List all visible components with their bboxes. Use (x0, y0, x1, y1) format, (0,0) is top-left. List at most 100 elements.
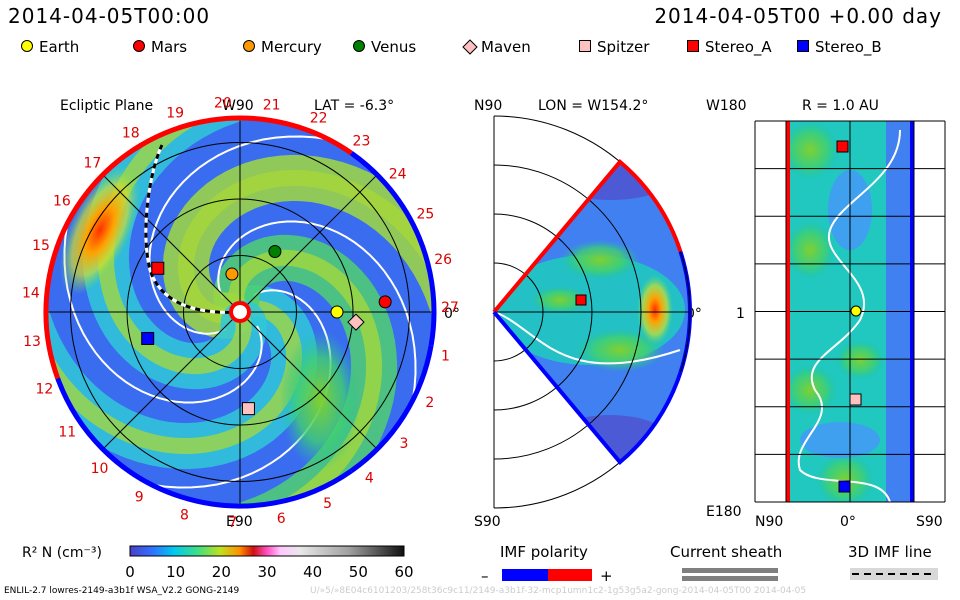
sphere-xtick-0: 0° (840, 514, 856, 530)
legend-item-label: Mercury (261, 38, 322, 56)
rotation-label: 10 (91, 461, 109, 477)
rotation-label: 15 (32, 238, 50, 254)
sphere-frame (785, 120, 915, 503)
circle-marker-icon (353, 40, 365, 52)
colorbar-tick-label: 20 (212, 563, 231, 581)
polarity-rim-arc (349, 151, 437, 347)
rotation-label: 18 (122, 126, 140, 142)
meridional-edge-south (492, 310, 683, 465)
legend-item-label: Maven (481, 38, 531, 56)
body-marker-mars (378, 295, 392, 309)
legend-item-spitzer: Spitzer (578, 38, 649, 56)
legend-item-earth: Earth (20, 38, 79, 56)
square-marker-icon (687, 40, 699, 52)
ecliptic-imf-line-dash (144, 144, 241, 314)
legend-item-label: Venus (371, 38, 417, 56)
density-arm-core (46, 300, 303, 455)
colorbar-tick-label: 40 (303, 563, 322, 581)
imf-polarity-legend: IMF polarity – + (481, 543, 613, 585)
legend-item-venus: Venus (352, 38, 416, 56)
body-marker-stereo-a (151, 261, 165, 275)
polarity-rim-arc (85, 115, 353, 195)
sphere-grid (754, 120, 946, 503)
rotation-label: 26 (434, 252, 452, 268)
rotation-label: 27 (441, 300, 459, 316)
colorbar-label: R² N (cm⁻³) (22, 545, 102, 561)
colorbar-tick-label: 60 (394, 563, 413, 581)
rotation-label: 22 (310, 110, 328, 126)
polarity-rim-arc (43, 191, 90, 380)
rotation-label: 21 (263, 97, 281, 113)
sphere-title: R = 1.0 AU (802, 98, 879, 114)
meridional-grid (493, 115, 692, 509)
rotation-label: 12 (35, 381, 53, 397)
legend-item-mercury: Mercury (242, 38, 322, 56)
rotation-label: 4 (365, 470, 374, 486)
grid-spoke (102, 174, 241, 313)
ecliptic-panel: Ecliptic Plane W90 LAT = -6.3° E90 0° 19… (22, 96, 460, 531)
ecliptic-bottom-label: E90 (226, 514, 253, 530)
ecliptic-rim (43, 115, 437, 509)
rotation-label: 8 (180, 508, 189, 524)
ecliptic-title: Ecliptic Plane (60, 98, 153, 114)
imf-polarity-minus: – (481, 567, 489, 585)
rotation-label: 20 (214, 96, 232, 112)
sphere-xtick-n90: N90 (755, 514, 783, 530)
meridional-panel: N90 LON = W154.2° S90 0° (474, 98, 702, 530)
ecliptic-top-label: W90 (222, 98, 254, 114)
legend-item-label: Stereo_B (815, 38, 882, 56)
sphere-stereo-b-marker (838, 480, 851, 493)
legend-item-label: Spitzer (597, 38, 650, 56)
rotation-label: 2 (425, 395, 434, 411)
rotation-label: 14 (22, 285, 40, 301)
current-sheath-swatch-top (682, 568, 778, 573)
legend-item-label: Earth (39, 38, 80, 56)
grid-spoke (239, 311, 378, 450)
rotation-label: 6 (277, 511, 286, 527)
colorbar: R² N (cm⁻³) 0 10 20 30 40 50 60 (22, 545, 414, 581)
sphere-top-label: W180 (706, 98, 747, 114)
rotation-label: 3 (400, 436, 409, 452)
sphere-bottom-label: E180 (706, 504, 742, 520)
rotation-label: 13 (23, 334, 41, 350)
meridional-edge-north (492, 159, 683, 314)
body-marker-earth (330, 305, 344, 319)
meridional-top-label: N90 (474, 98, 502, 114)
imf-polarity-plus: + (600, 567, 613, 585)
rotation-label: 16 (53, 194, 71, 210)
legend-item-maven: Maven (462, 38, 531, 56)
imf-polarity-positive-swatch (548, 569, 592, 581)
grid-spoke (239, 174, 378, 313)
body-marker-spitzer (241, 402, 255, 416)
polarity-rim-arc (55, 377, 353, 509)
circle-marker-icon (243, 40, 255, 52)
meridional-density-field (494, 161, 690, 463)
legend-item-label: Mars (151, 38, 188, 56)
sphere-spitzer-marker (849, 393, 862, 406)
sphere-xtick-s90: S90 (916, 514, 943, 530)
footer-run-id: U/»5/»8E04c6101203/258t36c9c11/2149-a3b1… (310, 586, 807, 596)
current-sheath-label: Current sheath (670, 543, 782, 561)
rotation-label: 1 (441, 349, 450, 365)
colorbar-bar (129, 545, 405, 557)
current-sheath-legend: Current sheath (670, 543, 782, 581)
body-marker-maven (347, 313, 365, 331)
diamond-marker-icon (462, 39, 478, 55)
imf-line-legend: 3D IMF line (848, 543, 938, 580)
current-sheath-swatch-bottom (682, 576, 778, 581)
circle-marker-icon (133, 40, 145, 52)
sphere-density-field (786, 121, 914, 502)
body-marker-stereo-b (141, 331, 155, 345)
rotation-label: 9 (135, 489, 144, 505)
imf-polarity-negative-swatch (502, 569, 548, 581)
sphere-earth-marker (850, 305, 862, 317)
legend-item-stereo-b: Stereo_B (796, 38, 882, 56)
rotation-label: 5 (323, 496, 332, 512)
colorbar-tick-label: 30 (257, 563, 276, 581)
legend-item-label: Stereo_A (705, 38, 772, 56)
square-marker-icon (579, 40, 591, 52)
body-marker-venus (268, 245, 282, 259)
header-relative-time: 2014-04-05T00 +0.00 day (654, 4, 942, 28)
